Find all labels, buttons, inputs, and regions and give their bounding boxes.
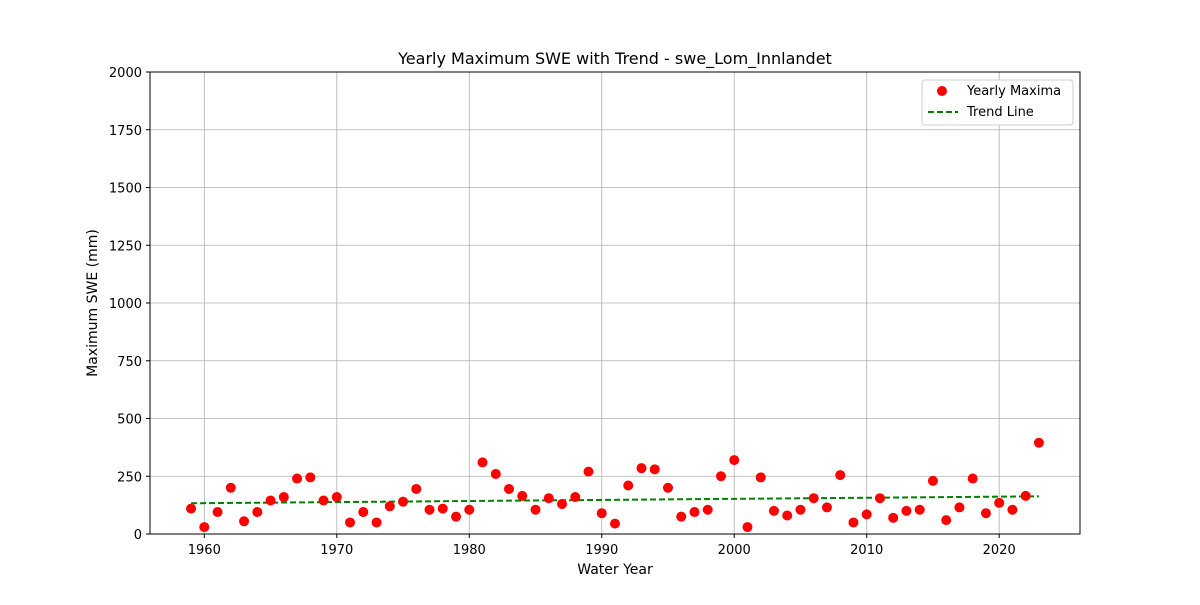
data-point — [292, 473, 303, 484]
chart-title: Yearly Maximum SWE with Trend - swe_Lom_… — [397, 49, 832, 69]
y-tick-label: 500 — [117, 413, 142, 428]
y-tick-label: 0 — [134, 528, 142, 543]
trend-line — [191, 495, 1039, 505]
data-point — [543, 493, 554, 504]
data-point — [1007, 504, 1018, 515]
legend: Yearly Maxima Trend Line — [921, 79, 1074, 126]
data-point — [742, 522, 753, 533]
scatter-points — [186, 437, 1044, 533]
x-tick-label: 1970 — [320, 543, 353, 558]
data-point — [702, 504, 713, 515]
y-axis-ticks: 0 250 500 750 1000 1250 1500 1750 2000 — [109, 66, 150, 543]
data-point — [888, 512, 899, 523]
data-point — [901, 505, 912, 516]
data-point — [212, 507, 223, 518]
x-axis-ticks: 1960 1970 1980 1990 2000 2010 2020 — [188, 534, 1016, 558]
data-point — [941, 515, 952, 526]
data-point — [689, 507, 700, 518]
x-tick-label: 2000 — [718, 543, 751, 558]
data-point — [557, 498, 568, 509]
data-point — [570, 492, 581, 503]
data-point — [265, 495, 276, 506]
data-point — [927, 475, 938, 486]
data-point — [252, 507, 263, 518]
data-point — [874, 493, 885, 504]
y-axis-label: Maximum SWE (mm) — [85, 229, 101, 377]
y-tick-label: 1500 — [109, 182, 142, 197]
x-axis-label: Water Year — [577, 562, 653, 578]
data-point — [954, 502, 965, 513]
legend-box — [921, 79, 1074, 126]
data-point — [649, 464, 660, 475]
x-tick-label: 1980 — [453, 543, 486, 558]
y-tick-label: 250 — [117, 470, 142, 485]
trend-line-group — [191, 495, 1039, 505]
data-point — [994, 497, 1005, 508]
data-point — [662, 482, 673, 493]
data-point — [795, 504, 806, 515]
data-point — [967, 473, 978, 484]
data-point — [239, 516, 250, 527]
data-point — [1033, 437, 1044, 448]
data-point — [398, 496, 409, 507]
data-point — [782, 510, 793, 521]
data-point — [371, 517, 382, 528]
data-point — [768, 505, 779, 516]
data-point — [980, 508, 991, 519]
data-point — [1020, 490, 1031, 501]
legend-label-yearly-maxima: Yearly Maxima — [966, 84, 1061, 99]
data-point — [914, 504, 925, 515]
x-tick-label: 1990 — [585, 543, 618, 558]
legend-label-trend-line: Trend Line — [966, 105, 1034, 120]
data-point — [490, 468, 501, 479]
data-point — [623, 480, 634, 491]
data-point — [411, 483, 422, 494]
y-tick-label: 1000 — [109, 297, 142, 312]
data-point — [835, 470, 846, 481]
data-point — [451, 511, 462, 522]
data-point — [318, 495, 329, 506]
data-point — [437, 503, 448, 514]
x-tick-label: 2020 — [983, 543, 1016, 558]
data-point — [225, 482, 236, 493]
data-point — [861, 509, 872, 520]
y-tick-label: 1750 — [109, 124, 142, 139]
data-point — [358, 507, 369, 518]
data-point — [848, 517, 859, 528]
data-point — [517, 490, 528, 501]
data-point — [424, 504, 435, 515]
y-tick-label: 2000 — [109, 66, 142, 81]
data-point — [278, 492, 289, 503]
data-point — [636, 463, 647, 474]
data-point — [477, 457, 488, 468]
data-point — [504, 483, 515, 494]
legend-marker-yearly-maxima — [937, 86, 947, 96]
y-tick-label: 750 — [117, 355, 142, 370]
data-point — [583, 466, 594, 477]
data-point — [821, 502, 832, 513]
y-tick-label: 1250 — [109, 239, 142, 254]
data-point — [729, 455, 740, 466]
data-point — [596, 508, 607, 519]
data-point — [755, 472, 766, 483]
x-tick-label: 2010 — [850, 543, 883, 558]
x-tick-label: 1960 — [188, 543, 221, 558]
data-point — [676, 511, 687, 522]
data-point — [331, 492, 342, 503]
data-point — [808, 493, 819, 504]
data-point — [715, 471, 726, 482]
data-point — [305, 472, 316, 483]
data-point — [199, 522, 210, 533]
data-point — [464, 504, 475, 515]
data-point — [345, 517, 356, 528]
data-point — [610, 518, 620, 529]
data-point — [186, 503, 197, 514]
data-point — [384, 501, 395, 512]
data-point — [530, 504, 541, 515]
